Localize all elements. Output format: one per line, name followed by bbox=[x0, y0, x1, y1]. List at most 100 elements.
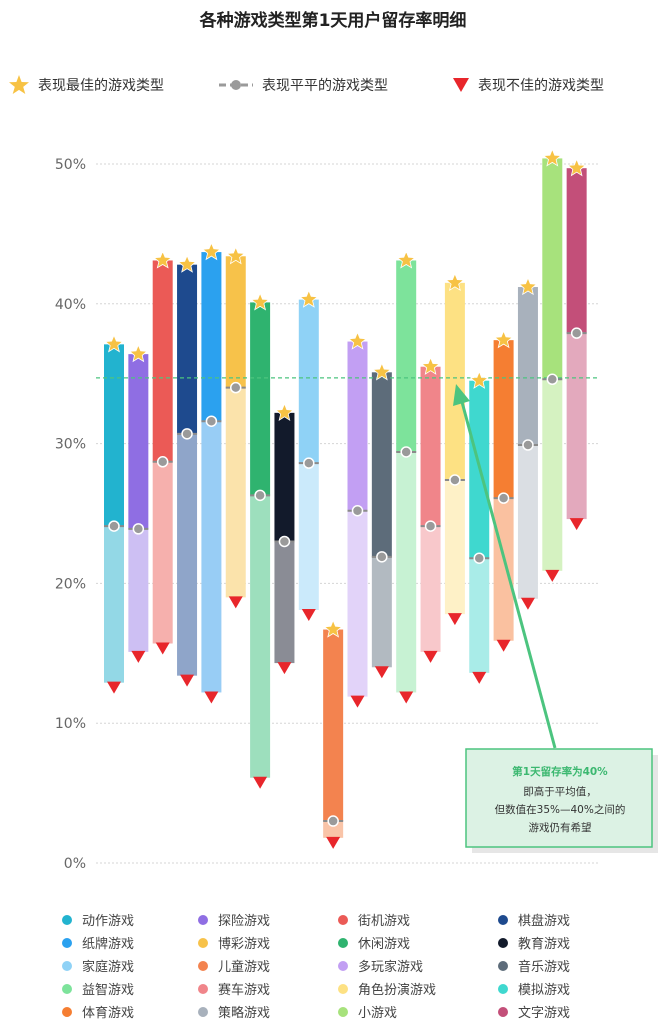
legend-label: 动作游戏 bbox=[82, 914, 135, 929]
worst-triangle bbox=[350, 695, 365, 708]
legend-color-dot bbox=[198, 960, 208, 971]
legend-item-文字游戏: 文字游戏 bbox=[498, 1002, 570, 1021]
worst-triangle bbox=[155, 642, 170, 655]
legend-item-角色扮演游戏: 角色扮演游戏 bbox=[338, 979, 436, 998]
avg-point bbox=[303, 457, 315, 469]
markers bbox=[104, 148, 587, 849]
annotation-line4: 游戏仍有希望 bbox=[529, 821, 592, 834]
best-star bbox=[153, 250, 173, 269]
bar-upper-动作游戏 bbox=[104, 344, 124, 527]
avg-point bbox=[570, 327, 583, 339]
bar-lower-多玩家游戏 bbox=[347, 510, 368, 697]
worst-triangle bbox=[204, 691, 219, 704]
legend-label: 音乐游戏 bbox=[518, 960, 571, 975]
bar-upper-策略游戏 bbox=[517, 287, 538, 445]
legend-item-探险游戏: 探险游戏 bbox=[198, 910, 270, 929]
best-star bbox=[493, 330, 514, 349]
star-icon bbox=[9, 75, 29, 94]
legend-item-街机游戏: 街机游戏 bbox=[338, 910, 410, 929]
legend-color-dot bbox=[198, 1006, 208, 1017]
legend-label: 小游戏 bbox=[358, 1006, 398, 1021]
bar-upper-小游戏 bbox=[542, 158, 563, 380]
legend-item-音乐游戏: 音乐游戏 bbox=[498, 956, 570, 975]
legend-color-dot bbox=[338, 937, 348, 948]
legend-item-模拟游戏: 模拟游戏 bbox=[498, 979, 570, 998]
legend-color-dot bbox=[198, 983, 208, 994]
legend-item-儿童游戏: 儿童游戏 bbox=[198, 956, 270, 975]
worst-triangle bbox=[399, 691, 414, 704]
best-star bbox=[274, 402, 294, 421]
bar-upper-多玩家游戏 bbox=[347, 341, 368, 511]
legend-label: 街机游戏 bbox=[358, 914, 411, 929]
bar-lower-休闲游戏 bbox=[250, 495, 271, 778]
legend-worst-label: 表现不佳的游戏类型 bbox=[478, 78, 604, 94]
bar-upper-音乐游戏 bbox=[371, 372, 392, 557]
legend-item-多玩家游戏: 多玩家游戏 bbox=[338, 956, 423, 975]
bar-lower-探险游戏 bbox=[128, 528, 149, 652]
legend-label: 棋盘游戏 bbox=[518, 914, 571, 929]
best-star bbox=[542, 148, 562, 167]
bar-upper-街机游戏 bbox=[152, 260, 173, 462]
y-tick-label: 20% bbox=[55, 576, 86, 592]
bar-upper-纸牌游戏 bbox=[201, 252, 222, 422]
best-star bbox=[201, 242, 222, 261]
bar-upper-角色扮演游戏 bbox=[444, 282, 465, 480]
legend-label: 探险游戏 bbox=[218, 914, 271, 929]
best-star bbox=[226, 246, 246, 265]
worst-triangle bbox=[326, 836, 341, 849]
y-tick-label: 50% bbox=[55, 157, 86, 173]
legend-color-dot bbox=[62, 914, 72, 925]
legend-color-dot bbox=[338, 914, 348, 925]
legend-color-dot bbox=[498, 914, 508, 925]
best-star bbox=[177, 254, 197, 273]
legend-label: 模拟游戏 bbox=[518, 983, 571, 998]
avg-point bbox=[473, 552, 485, 564]
best-star bbox=[128, 344, 148, 363]
avg-point bbox=[230, 381, 242, 394]
bar-lower-纸牌游戏 bbox=[201, 421, 222, 693]
bar-lower-音乐游戏 bbox=[371, 556, 392, 668]
annotation-box bbox=[465, 748, 653, 848]
best-star bbox=[518, 276, 538, 296]
legend-label: 教育游戏 bbox=[518, 937, 571, 952]
bar-lower-文字游戏 bbox=[566, 333, 587, 520]
legend-item-小游戏: 小游戏 bbox=[338, 1002, 397, 1021]
avg-point bbox=[497, 492, 510, 504]
bar-upper-教育游戏 bbox=[274, 412, 295, 542]
y-tick-label: 30% bbox=[55, 437, 86, 453]
legend-worst: 表现不佳的游戏类型 bbox=[452, 72, 604, 98]
bar-lower-儿童游戏 bbox=[323, 821, 344, 838]
legend-item-动作游戏: 动作游戏 bbox=[62, 910, 134, 929]
legend-label: 多玩家游戏 bbox=[358, 960, 424, 975]
best-star bbox=[323, 619, 343, 638]
legend-color-dot bbox=[498, 960, 508, 971]
legend-color-dot bbox=[498, 937, 508, 948]
legend-color-dot bbox=[198, 937, 208, 948]
legend-label: 儿童游戏 bbox=[218, 960, 271, 975]
legend-color-dot bbox=[498, 1006, 508, 1017]
legend-item-教育游戏: 教育游戏 bbox=[498, 933, 570, 952]
avg-point bbox=[376, 551, 388, 563]
legend-color-dot bbox=[498, 983, 508, 994]
worst-triangle bbox=[180, 674, 195, 687]
bar-upper-家庭游戏 bbox=[298, 299, 319, 464]
avg-point bbox=[351, 504, 364, 517]
avg-point bbox=[156, 456, 169, 468]
worst-triangle bbox=[423, 650, 438, 663]
avg-point bbox=[181, 428, 193, 440]
bar-upper-博彩游戏 bbox=[225, 256, 246, 388]
avg-point bbox=[278, 535, 291, 548]
bar-lower-动作游戏 bbox=[104, 526, 124, 683]
best-star bbox=[567, 158, 587, 177]
legend-label: 家庭游戏 bbox=[82, 960, 135, 975]
bar-upper-文字游戏 bbox=[566, 168, 587, 334]
best-star bbox=[299, 289, 319, 308]
avg-point bbox=[522, 439, 534, 451]
best-star bbox=[250, 292, 270, 311]
annotation-line2: 即高于平均值， bbox=[523, 785, 597, 798]
worst-triangle bbox=[107, 681, 121, 694]
worst-triangle bbox=[277, 662, 292, 675]
chart-title: 各种游戏类型第1天用户留存率明细 bbox=[199, 11, 467, 31]
worst-triangle bbox=[131, 650, 146, 663]
bar-upper-体育游戏 bbox=[493, 340, 514, 499]
